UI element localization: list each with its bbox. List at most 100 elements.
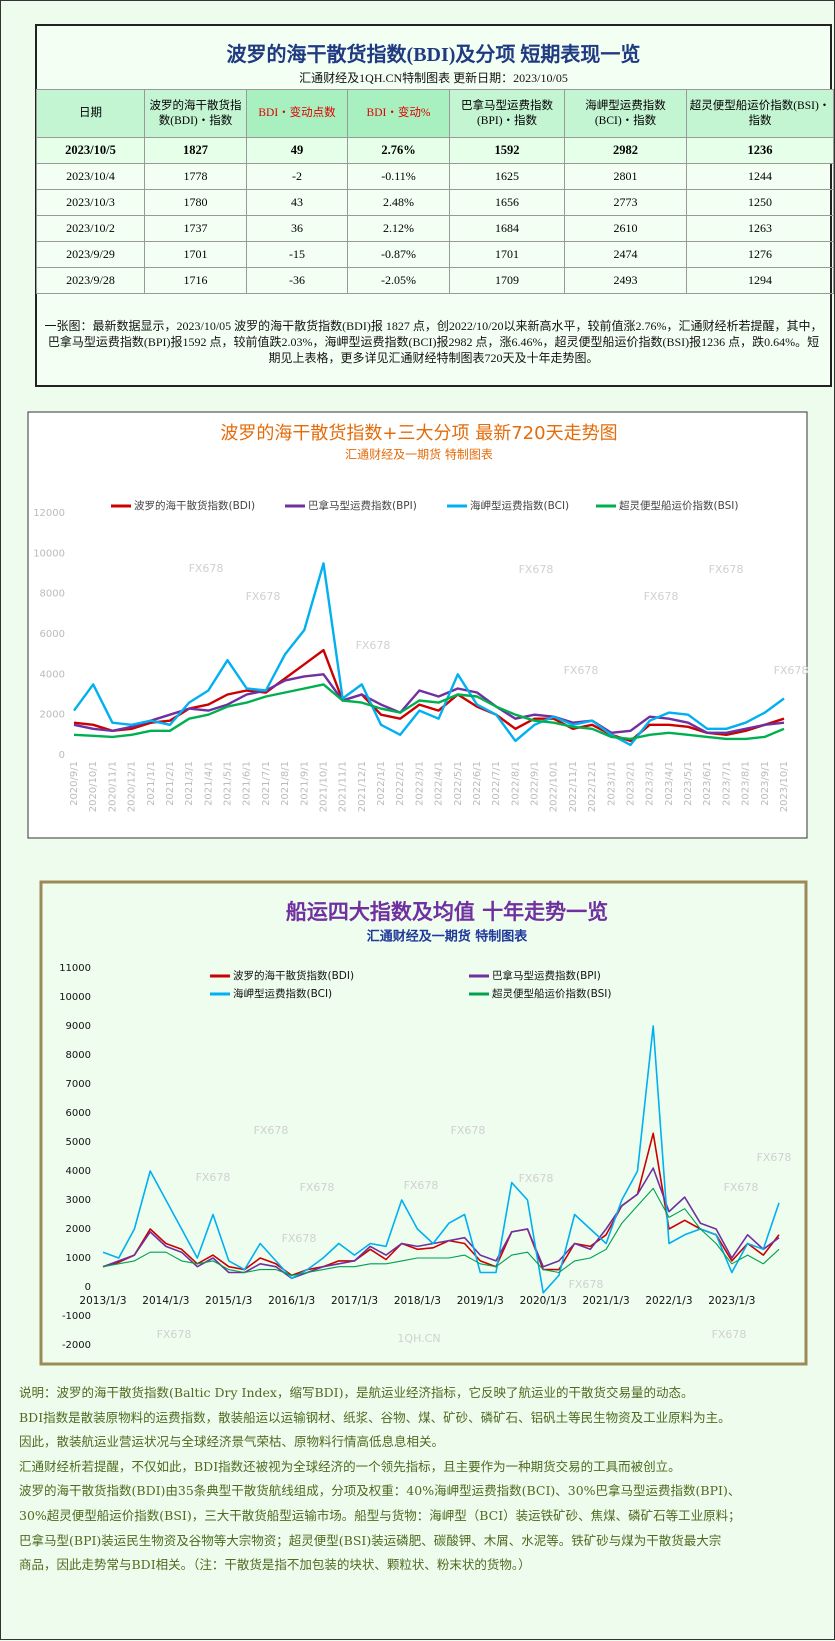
watermark: FX678 — [564, 664, 599, 677]
watermark: FX678 — [709, 563, 744, 576]
legend-label: 海岬型运费指数(BCI) — [233, 987, 332, 1000]
x-tick-label: 2022/5/1 — [453, 761, 464, 806]
table-cell: -15 — [246, 241, 348, 268]
header-cell: BDI・变动点数 — [246, 89, 348, 138]
x-tick-label: 2023/1/1 — [606, 761, 617, 806]
y-tick-label: 12000 — [33, 508, 65, 519]
table-row: 2023/10/4 1778 -2 -0.11% 1625 2801 1244 — [36, 163, 834, 190]
table-row: 2023/10/2 1737 36 2.12% 1684 2610 1263 — [36, 215, 834, 242]
x-tick-label: 2023/10/1 — [779, 761, 790, 812]
watermark: FX678 — [519, 1172, 554, 1185]
x-tick-label: 2022/10/1 — [549, 761, 560, 812]
x-tick-label: 2022/11/1 — [568, 761, 579, 812]
x-tick-label: 2021/9/1 — [299, 761, 310, 806]
table-cell: 49 — [246, 137, 348, 164]
table-cell: -36 — [246, 267, 348, 294]
watermark: FX678 — [300, 1181, 335, 1194]
table-cell: 2.12% — [347, 215, 450, 242]
note-line: 巴拿马型(BPI)装运民生物资及谷物等大宗物资；超灵便型(BSI)装运磷肥、碳酸… — [19, 1532, 722, 1548]
y-tick-label: -1000 — [62, 1311, 91, 1322]
watermark: FX678 — [774, 664, 809, 677]
x-tick-label: 2013/1/3 — [79, 1295, 126, 1307]
table-cell: 1625 — [449, 163, 565, 190]
y-tick-label: 5000 — [66, 1137, 91, 1148]
note-line: 商品，因此走势常与BDI相关。（注：干散货是指不加包装的块状、颗粒状、粉末状的货… — [19, 1557, 531, 1573]
x-tick-label: 2023/2/1 — [625, 761, 636, 806]
watermark: FX678 — [519, 563, 554, 576]
y-tick-label: 4000 — [66, 1166, 91, 1177]
x-tick-label: 2021/8/1 — [280, 761, 291, 806]
x-tick-label: 2017/1/3 — [331, 1295, 378, 1307]
table-cell: 1778 — [144, 163, 247, 190]
table-cell: 1701 — [144, 241, 247, 268]
x-tick-label: 2021/6/1 — [242, 761, 253, 806]
table-panel: 波罗的海干散货指数(BDI)及分项 短期表现一览 汇通财经及1QH.CN特制图表… — [35, 24, 834, 387]
x-tick-label: 2020/9/1 — [69, 761, 80, 806]
notes: 说明：波罗的海干散货指数(Baltic Dry Index，缩写BDI)，是航运… — [19, 1381, 829, 1578]
y-tick-label: 10000 — [59, 992, 91, 1003]
table-subtitle: 汇通财经及1QH.CN特制图表 更新日期：2023/10/05 — [299, 71, 568, 85]
note-line: 汇通财经析若提醒，不仅如此，BDI指数还被视为全球经济的一个领先指标，且主要作为… — [19, 1458, 681, 1474]
table-row: 2023/9/28 1716 -36 -2.05% 1709 2493 1294 — [36, 267, 834, 294]
y-tick-label: 6000 — [40, 629, 65, 640]
table-cell: 1276 — [686, 241, 834, 268]
table-title: 波罗的海干散货指数(BDI)及分项 短期表现一览 — [226, 44, 641, 66]
x-tick-label: 2019/1/3 — [457, 1295, 504, 1307]
table-cell: 2023/10/2 — [36, 215, 145, 242]
table-cell: 2610 — [564, 215, 687, 242]
x-tick-label: 2022/6/1 — [472, 761, 483, 806]
table-cell: 2023/9/28 — [36, 267, 145, 294]
table-cell: -2 — [246, 163, 348, 190]
note-line: 波罗的海干散货指数(BDI)由35条典型干散货航线组成，分项及权重：40%海岬型… — [19, 1483, 741, 1499]
table-cell: 1244 — [686, 163, 834, 190]
x-tick-label: 2015/1/3 — [205, 1295, 252, 1307]
watermark: FX678 — [404, 1179, 439, 1192]
table-cell: -0.87% — [347, 241, 450, 268]
legend-label: 巴拿马型运费指数(BPI) — [492, 969, 601, 982]
y-tick-label: 9000 — [66, 1021, 91, 1032]
header-cell: 超灵便型船运价指数(BSI)・指数 — [686, 89, 834, 138]
table-cell: 2.48% — [347, 189, 450, 216]
table-cell: 1737 — [144, 215, 247, 242]
y-tick-label: 6000 — [66, 1108, 91, 1119]
table-cell: 1709 — [449, 267, 565, 294]
y-tick-label: 8000 — [66, 1050, 91, 1061]
table-cell: 1716 — [144, 267, 247, 294]
watermark: 1QH.CN — [397, 1332, 440, 1345]
table-cell: 1827 — [144, 137, 247, 164]
header-cell: 日期 — [36, 89, 145, 138]
chart-title: 波罗的海干散货指数+三大分项 最新720天走势图 — [220, 423, 617, 444]
table-cell: 2023/10/5 — [36, 137, 145, 164]
x-tick-label: 2022/7/1 — [491, 761, 502, 806]
watermark: FX678 — [246, 590, 281, 603]
watermark: FX678 — [712, 1328, 747, 1341]
table-cell: 2474 — [564, 241, 687, 268]
x-tick-label: 2021/2/1 — [165, 761, 176, 806]
table-row: 2023/10/5 1827 49 2.76% 1592 2982 1236 — [36, 137, 834, 164]
watermark: FX678 — [569, 1278, 604, 1291]
x-tick-label: 2021/1/3 — [582, 1295, 629, 1307]
x-tick-label: 2020/12/1 — [127, 761, 138, 812]
table-cell: -2.05% — [347, 267, 450, 294]
x-tick-label: 2022/2/1 — [395, 761, 406, 806]
watermark: FX678 — [757, 1151, 792, 1164]
table-cell: 1263 — [686, 215, 834, 242]
header-cell: 波罗的海干散货指数(BDI)・指数 — [144, 89, 247, 138]
x-tick-label: 2022/9/1 — [530, 761, 541, 806]
note-line: BDI指数是散装原物料的运费指数，散装船运以运输钢材、纸浆、谷物、煤、矿砂、磷矿… — [19, 1409, 731, 1425]
table-cell: 2023/10/4 — [36, 163, 145, 190]
header-row: 日期 波罗的海干散货指数(BDI)・指数 BDI・变动点数 BDI・变动% 巴拿马型运费… — [36, 89, 834, 138]
header-cell: 巴拿马型运费指数(BPI)・指数 — [449, 89, 565, 138]
x-tick-label: 2023/3/1 — [645, 761, 656, 806]
table-cell: 2023/10/3 — [36, 189, 145, 216]
legend-label: 超灵便型船运价指数(BSI) — [619, 499, 738, 512]
watermark: FX678 — [282, 1232, 317, 1245]
header-cell: BDI・变动% — [347, 89, 450, 138]
x-tick-label: 2022/1/1 — [376, 761, 387, 806]
legend-label: 超灵便型船运价指数(BSI) — [492, 987, 611, 1000]
note-line: 30%超灵便型船运价指数(BSI)，三大干散货船型运输市场。船型与货物：海岬型（… — [19, 1507, 741, 1523]
table-cell: 43 — [246, 189, 348, 216]
table-cell: 1236 — [686, 137, 834, 164]
watermark: FX678 — [356, 639, 391, 652]
y-tick-label: 2000 — [66, 1224, 91, 1235]
